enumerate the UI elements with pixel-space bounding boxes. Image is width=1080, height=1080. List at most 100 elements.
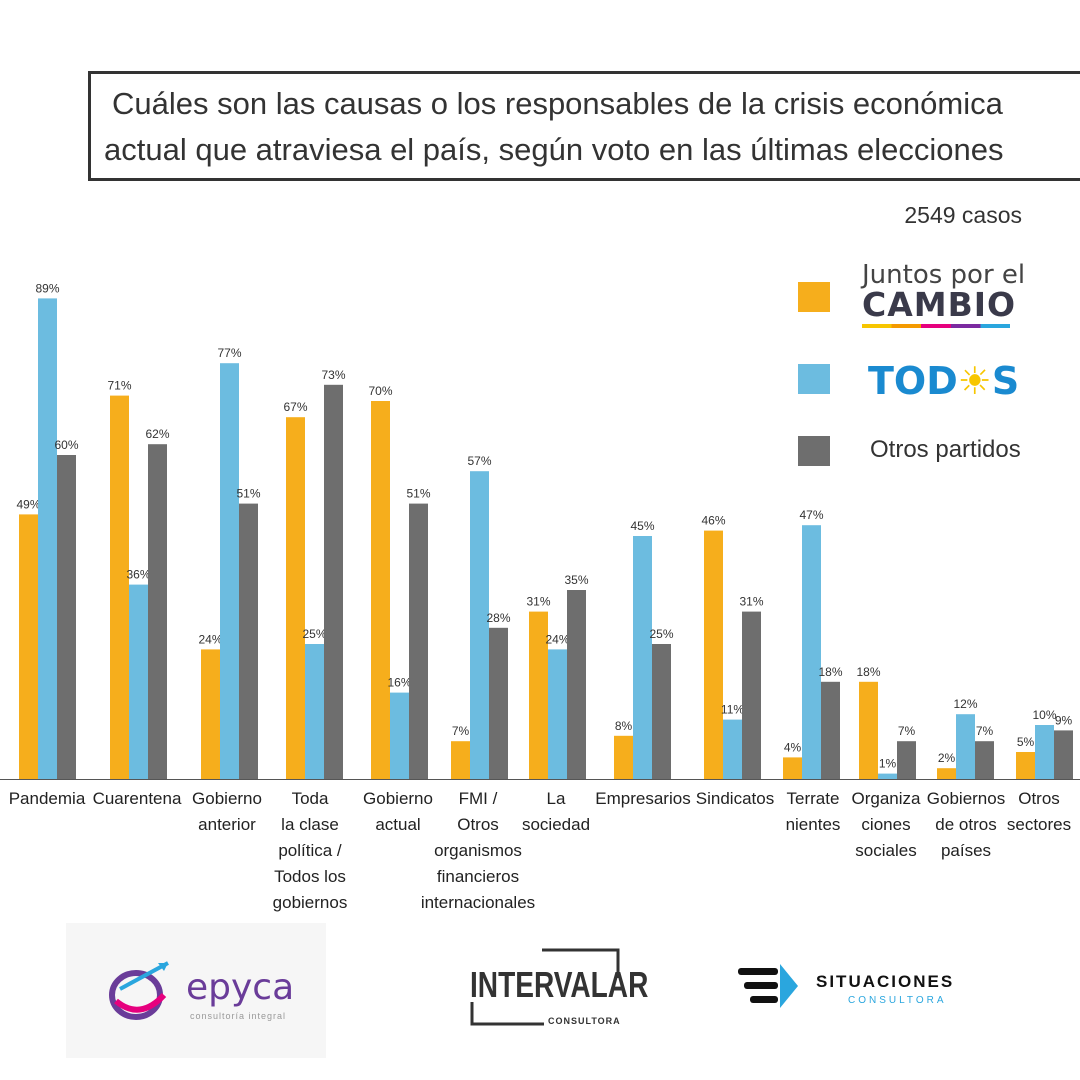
category-label-4: Toda la clase política / Todos los gobie…: [272, 789, 348, 912]
category-label-2: Cuarentena: [92, 789, 182, 808]
data-label-juntos-12: 2%: [938, 751, 956, 765]
bar-todos-9: [723, 719, 742, 779]
situaciones-name: SITUACIONES: [816, 972, 955, 991]
data-label-juntos-6: 7%: [452, 724, 470, 738]
bar-todos-10: [802, 525, 821, 779]
bar-otros-11: [897, 741, 916, 779]
situaciones-subtitle: CONSULTORA: [848, 995, 947, 1006]
data-label-otros-7: 35%: [564, 573, 588, 587]
sample-size: 2549 casos: [904, 202, 1022, 228]
juntos-por-el-cambio-logo: Juntos por el CAMBIO: [862, 262, 1025, 328]
data-label-juntos-3: 24%: [198, 632, 222, 646]
data-label-otros-2: 62%: [145, 427, 169, 441]
juntos-logo-stripe: [862, 324, 1010, 328]
data-label-todos-10: 47%: [799, 508, 823, 522]
bar-todos-2: [129, 584, 148, 779]
category-label-6: FMI / Otros organismos financieros inter…: [420, 789, 536, 912]
data-label-todos-1: 89%: [35, 281, 59, 295]
legend-label-todos-right: S: [991, 359, 1020, 403]
bar-otros-4: [324, 384, 343, 779]
data-label-todos-4: 25%: [302, 627, 326, 641]
data-label-todos-8: 45%: [630, 519, 654, 533]
bar-otros-7: [567, 590, 586, 779]
category-label-13: Otros sectores: [1006, 789, 1072, 834]
bar-juntos-3: [201, 649, 220, 779]
sun-icon: ☀: [957, 359, 992, 403]
data-label-todos-11: 1%: [879, 757, 897, 771]
bar-juntos-11: [859, 681, 878, 779]
data-label-juntos-2: 71%: [107, 379, 131, 393]
bar-todos-3: [220, 363, 239, 779]
data-label-otros-12: 7%: [976, 724, 994, 738]
data-label-otros-8: 25%: [649, 627, 673, 641]
data-label-todos-2: 36%: [126, 568, 150, 582]
category-label-9: Sindicatos: [695, 789, 775, 808]
bar-otros-8: [652, 644, 671, 779]
chart-title-line-1: Cuáles son las causas o los responsables…: [112, 86, 1003, 121]
bar-todos-1: [38, 298, 57, 779]
data-label-todos-9: 11%: [721, 703, 744, 717]
legend-label-otros: Otros partidos: [870, 436, 1021, 463]
legend-swatch-juntos: [798, 282, 830, 312]
data-label-todos-5: 16%: [387, 676, 411, 690]
data-label-juntos-1: 49%: [16, 497, 40, 511]
data-label-juntos-13: 5%: [1017, 735, 1035, 749]
category-label-5: Gobierno actual: [363, 789, 433, 834]
legend-swatch-todos: [798, 364, 830, 394]
category-label-11: Organiza ciones sociales: [851, 789, 921, 860]
situaciones-arrow-icon: [738, 964, 798, 1008]
bar-todos-7: [548, 649, 567, 779]
bar-todos-11: [878, 773, 897, 779]
data-label-juntos-7: 31%: [526, 595, 550, 609]
title-box: [88, 71, 1080, 181]
legend-label-juntos-bottom: CAMBIO: [862, 285, 1017, 324]
data-label-otros-6: 28%: [486, 611, 510, 625]
intervalar-frame-icon: [470, 948, 620, 1026]
intervalar-subtitle: CONSULTORA: [548, 1016, 621, 1026]
bar-juntos-9: [704, 530, 723, 779]
epyca-name: epyca: [186, 967, 295, 1008]
data-label-todos-12: 12%: [953, 697, 977, 711]
intervalar-logo: INTERVALAR CONSULTORA: [470, 948, 648, 1026]
epyca-subtitle: consultoría integral: [190, 1011, 287, 1021]
bar-otros-6: [489, 627, 508, 779]
bar-otros-1: [57, 455, 76, 779]
data-label-juntos-5: 70%: [368, 384, 392, 398]
data-label-juntos-8: 8%: [615, 719, 633, 733]
bar-todos-6: [470, 471, 489, 779]
data-label-otros-3: 51%: [236, 487, 260, 501]
todos-logo: TOD☀S: [868, 359, 1019, 403]
category-label-3: Gobierno anterior: [192, 789, 262, 834]
data-label-juntos-4: 67%: [283, 400, 307, 414]
bar-otros-13: [1054, 730, 1073, 779]
data-label-todos-13: 10%: [1032, 708, 1056, 722]
epyca-swirl-icon: [109, 961, 169, 1020]
category-label-8: Empresarios: [595, 789, 691, 808]
bar-juntos-13: [1016, 752, 1035, 779]
legend-swatch-otros: [798, 436, 830, 466]
epyca-logo: epyca consultoría integral: [66, 923, 326, 1058]
bar-juntos-10: [783, 757, 802, 779]
data-label-otros-13: 9%: [1055, 713, 1073, 727]
bar-todos-13: [1035, 725, 1054, 779]
bar-todos-8: [633, 536, 652, 779]
category-label-12: Gobiernos de otros países: [926, 789, 1006, 860]
bar-juntos-2: [110, 395, 129, 779]
data-label-juntos-9: 46%: [701, 514, 725, 528]
bar-juntos-12: [937, 768, 956, 779]
bar-otros-10: [821, 681, 840, 779]
category-label-1: Pandemia: [8, 789, 86, 808]
situaciones-logo: SITUACIONES CONSULTORA: [736, 962, 966, 1012]
bar-todos-4: [305, 644, 324, 779]
legend-label-todos-left: TOD: [868, 359, 958, 403]
legend-label-juntos-top: Juntos por el: [862, 260, 1026, 290]
data-label-todos-3: 77%: [217, 346, 241, 360]
bar-juntos-4: [286, 417, 305, 779]
data-label-otros-5: 51%: [406, 487, 430, 501]
category-label-10: Terrate nientes: [785, 789, 841, 834]
bar-juntos-6: [451, 741, 470, 779]
data-label-otros-10: 18%: [818, 665, 842, 679]
data-label-otros-11: 7%: [898, 724, 916, 738]
bar-juntos-5: [371, 401, 390, 779]
